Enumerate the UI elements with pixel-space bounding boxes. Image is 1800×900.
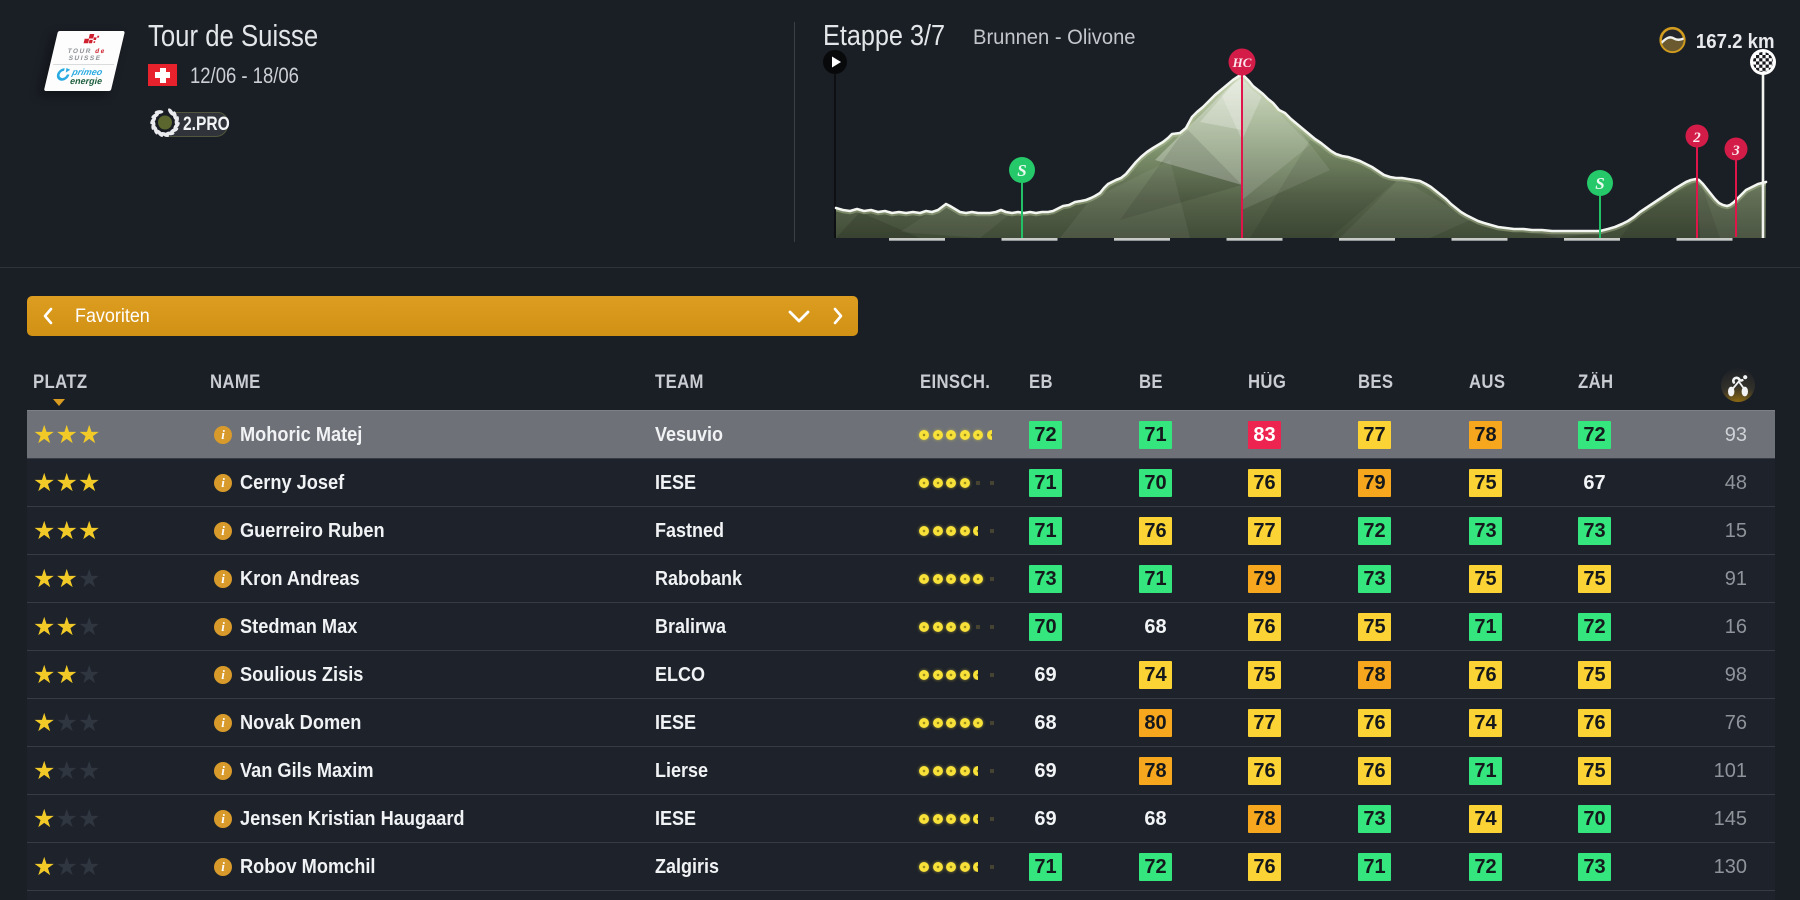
svg-text:2: 2 (1692, 130, 1701, 146)
svg-text:3: 3 (1731, 143, 1740, 159)
svg-text:S: S (1017, 161, 1026, 180)
svg-text:HC: HC (1232, 55, 1252, 70)
svg-text:S: S (1595, 174, 1604, 193)
